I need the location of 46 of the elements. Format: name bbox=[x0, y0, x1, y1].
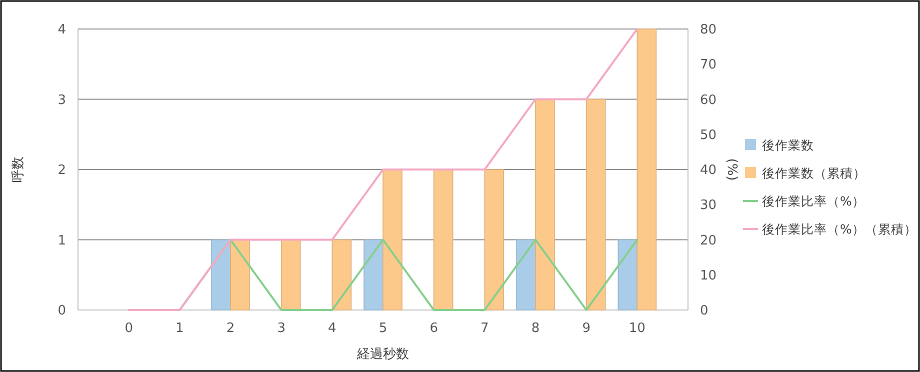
x-tick-label: 4 bbox=[328, 321, 336, 336]
bar bbox=[332, 239, 352, 310]
bar bbox=[211, 239, 231, 310]
bar bbox=[364, 239, 384, 310]
y2-tick-label: 60 bbox=[700, 92, 717, 108]
bar bbox=[433, 169, 454, 310]
y-tick-label: 4 bbox=[58, 22, 66, 38]
y2-tick-label: 30 bbox=[700, 198, 717, 214]
x-tick-label: 6 bbox=[430, 321, 438, 336]
legend-label: 後作業数（累積） bbox=[762, 165, 866, 180]
x-tick-label: 3 bbox=[277, 321, 286, 336]
y2-tick-label: 70 bbox=[700, 58, 717, 73]
bar bbox=[516, 239, 536, 310]
bar bbox=[382, 169, 402, 310]
y2-tick-label: 80 bbox=[700, 22, 717, 38]
x-tick-label: 10 bbox=[628, 321, 646, 336]
x-tick-label: 8 bbox=[531, 321, 540, 336]
bar bbox=[280, 239, 301, 310]
legend-label: 後作業比率（%） bbox=[762, 193, 865, 208]
y2-tick-label: 40 bbox=[700, 163, 717, 178]
legend-label: 後作業数 bbox=[762, 137, 814, 152]
y2-tick-label: 50 bbox=[700, 128, 717, 143]
y2-tick-label: 0 bbox=[700, 304, 708, 319]
y-tick-label: 1 bbox=[58, 233, 66, 248]
bar bbox=[230, 239, 250, 310]
y-axis-title: 呼数 bbox=[11, 156, 26, 182]
x-tick-label: 1 bbox=[176, 321, 184, 336]
x-axis-title: 経過秒数 bbox=[356, 347, 409, 362]
y-tick-label: 3 bbox=[58, 92, 66, 108]
line-series bbox=[128, 28, 638, 311]
y2-tick-label: 10 bbox=[700, 268, 717, 284]
x-tick-label: 9 bbox=[582, 321, 590, 336]
bar bbox=[535, 98, 555, 310]
y2-tick-label: 20 bbox=[700, 233, 717, 248]
bar bbox=[636, 28, 657, 310]
x-tick-label: 5 bbox=[378, 321, 388, 336]
x-tick-label: 2 bbox=[226, 321, 235, 336]
x-tick-label: 0 bbox=[124, 321, 133, 336]
x-tick-label: 7 bbox=[480, 321, 489, 336]
y2-axis-title: (%) bbox=[724, 158, 739, 181]
bar bbox=[586, 98, 606, 310]
y-tick-label: 0 bbox=[58, 304, 66, 319]
legend-label: 後作業比率（%）（累積） bbox=[762, 221, 917, 236]
bar bbox=[484, 169, 504, 310]
y-tick-label: 2 bbox=[58, 163, 66, 178]
bar bbox=[618, 239, 638, 310]
